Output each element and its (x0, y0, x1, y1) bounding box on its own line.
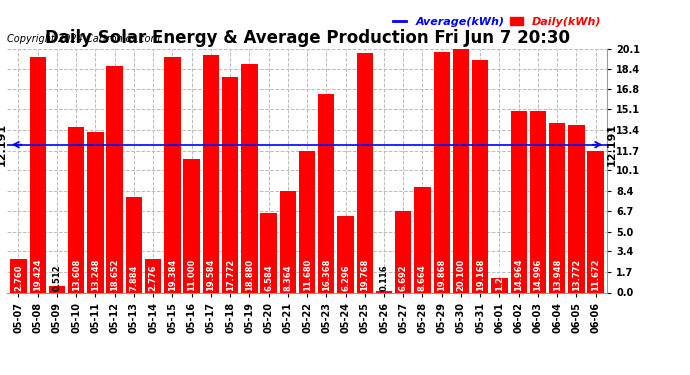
Text: 1.216: 1.216 (495, 264, 504, 291)
Text: 2.776: 2.776 (148, 264, 157, 291)
Text: 19.768: 19.768 (360, 258, 369, 291)
Bar (414, 188, 431, 292)
Text: 0.116: 0.116 (380, 264, 388, 291)
Bar (203, 55, 219, 292)
Text: 19.168: 19.168 (475, 258, 484, 291)
Text: 2.760: 2.760 (14, 264, 23, 291)
Text: 14.996: 14.996 (533, 258, 542, 291)
Text: 19.868: 19.868 (437, 258, 446, 291)
Bar (126, 197, 142, 292)
Bar (318, 94, 335, 292)
Bar (587, 151, 604, 292)
Text: 11.672: 11.672 (591, 258, 600, 291)
Bar (260, 213, 277, 292)
Text: 12.191: 12.191 (607, 123, 616, 166)
Bar (491, 278, 508, 292)
Title: Daily Solar Energy & Average Production Fri Jun 7 20:30: Daily Solar Energy & Average Production … (45, 29, 569, 47)
Bar (549, 123, 565, 292)
Text: 6.584: 6.584 (264, 264, 273, 291)
Bar (453, 49, 469, 292)
Bar (376, 291, 392, 292)
Bar (299, 151, 315, 292)
Bar (395, 211, 411, 292)
Bar (511, 111, 527, 292)
Text: 7.884: 7.884 (130, 264, 139, 291)
Text: 6.692: 6.692 (399, 264, 408, 291)
Bar (472, 60, 489, 292)
Text: 14.964: 14.964 (514, 258, 523, 291)
Text: 18.880: 18.880 (245, 258, 254, 291)
Text: 11.680: 11.680 (302, 258, 312, 291)
Bar (87, 132, 104, 292)
Bar (145, 259, 161, 292)
Bar (68, 128, 84, 292)
Text: 8.364: 8.364 (284, 264, 293, 291)
Text: 19.384: 19.384 (168, 258, 177, 291)
Text: 12.191: 12.191 (0, 123, 7, 166)
Bar (279, 191, 296, 292)
Text: 13.772: 13.772 (572, 258, 581, 291)
Text: 16.368: 16.368 (322, 258, 331, 291)
Text: 17.772: 17.772 (226, 258, 235, 291)
Text: 13.948: 13.948 (553, 258, 562, 291)
Legend: Average(kWh), Daily(kWh): Average(kWh), Daily(kWh) (393, 16, 602, 27)
Text: 19.584: 19.584 (206, 258, 215, 291)
Text: 18.652: 18.652 (110, 258, 119, 291)
Bar (337, 216, 354, 292)
Text: 19.424: 19.424 (33, 258, 42, 291)
Bar (30, 57, 46, 292)
Text: 20.100: 20.100 (457, 258, 466, 291)
Text: 8.664: 8.664 (418, 264, 427, 291)
Text: 6.296: 6.296 (341, 264, 350, 291)
Text: 0.512: 0.512 (52, 264, 61, 291)
Text: 13.608: 13.608 (72, 258, 81, 291)
Text: 13.248: 13.248 (91, 258, 100, 291)
Bar (569, 126, 584, 292)
Bar (49, 286, 65, 292)
Bar (106, 66, 123, 292)
Bar (357, 53, 373, 292)
Bar (222, 77, 238, 292)
Text: 11.000: 11.000 (187, 258, 196, 291)
Bar (184, 159, 200, 292)
Bar (433, 52, 450, 292)
Bar (241, 63, 257, 292)
Bar (164, 57, 181, 292)
Bar (530, 111, 546, 292)
Bar (10, 259, 27, 292)
Text: Copyright 2024 Cartronics.com: Copyright 2024 Cartronics.com (7, 34, 160, 44)
